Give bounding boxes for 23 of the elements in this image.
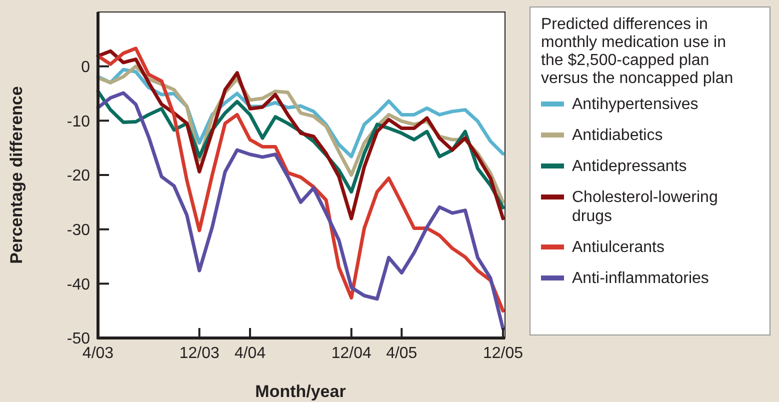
y-tick-label: -20 [66, 168, 90, 185]
y-axis-title: Percentage difference [7, 86, 26, 264]
x-tick-label: 4/04 [234, 345, 266, 362]
x-tick-label: 12/05 [482, 345, 524, 362]
y-tick-label: -50 [66, 330, 90, 348]
y-tick-label: 0 [81, 58, 90, 76]
x-tick-label: 4/05 [386, 345, 418, 362]
legend-label: Cholesterol-lowering drugs [572, 189, 718, 225]
legend-label: Antiulcerants [572, 239, 664, 256]
x-tick-label: 4/03 [82, 345, 114, 362]
legend-label: Antidiabetics [572, 127, 663, 144]
line-series [96, 91, 505, 331]
x-axis-title: Month/year [255, 382, 346, 401]
legend-label: Antihypertensives [572, 96, 698, 113]
legend-label: Anti-inflammatories [572, 270, 709, 287]
legend-label: Antidepressants [572, 158, 687, 175]
x-tick-label: 12/04 [331, 345, 372, 362]
y-tick-label: -30 [66, 222, 90, 239]
line-series [96, 46, 505, 313]
y-tick-label: -40 [66, 276, 90, 294]
legend-title: Predicted differences in monthly medication use in the $2,500-capped plan versus the noncapped plan [541, 16, 734, 87]
y-tick-label: -10 [66, 113, 90, 130]
x-tick-label: 12/03 [179, 345, 220, 362]
